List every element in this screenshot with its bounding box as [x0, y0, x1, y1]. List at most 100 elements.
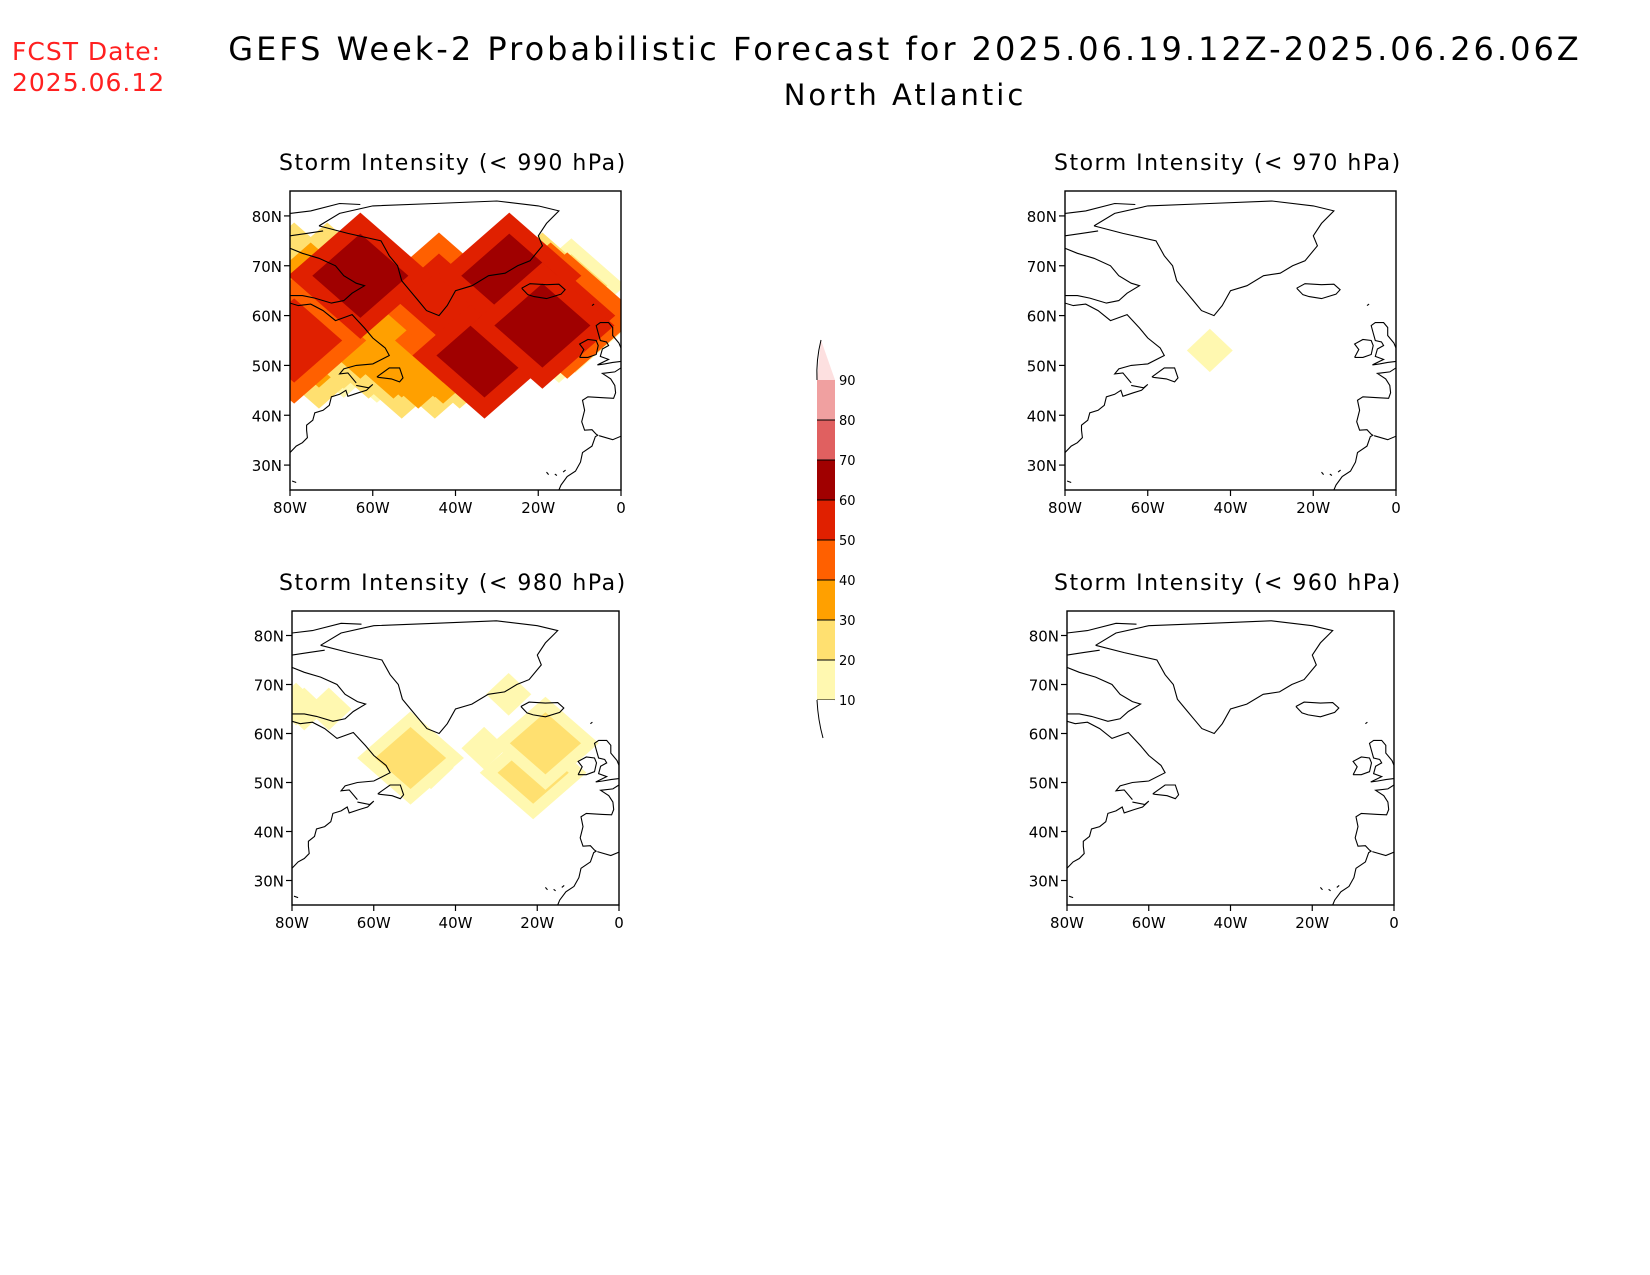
lon-tick-label: 20W — [521, 499, 555, 517]
lat-tick-label: 80N — [254, 628, 284, 646]
lon-tick-label: 60W — [1131, 499, 1165, 517]
colorbar-label: 90 — [839, 374, 856, 389]
coastline — [318, 200, 560, 317]
coastline — [1065, 230, 1099, 237]
colorbar-segment — [817, 580, 835, 620]
map-panel-p970: 80W 60W 40W 20W 0 30N 40N 50N 60N 70N 80N — [1027, 190, 1401, 517]
colorbar-top-triangle — [817, 340, 835, 380]
coastline — [554, 473, 558, 476]
coastline — [1328, 888, 1331, 892]
coastline — [1372, 851, 1394, 857]
coastline — [1373, 435, 1396, 441]
coastline — [1065, 383, 1149, 453]
colorbar-bottom-triangle — [817, 700, 835, 738]
map-panel-p980: 80W 60W 40W 20W 0 30N 40N 50N 60N 70N 80N — [254, 610, 624, 932]
lon-tick-label: 80W — [1050, 914, 1084, 932]
panel-title-970: Storm Intensity (< 970 hPa) — [1054, 151, 1402, 176]
coastline — [293, 895, 299, 899]
coastline — [1066, 480, 1072, 484]
colorbar-top-edge — [816, 339, 822, 381]
coastline — [1095, 620, 1334, 735]
coastline — [1151, 367, 1179, 383]
lat-tick-label: 70N — [252, 258, 282, 276]
colorbar-label: 30 — [839, 614, 856, 629]
lat-tick-label: 60N — [1029, 726, 1059, 744]
coastline — [1333, 367, 1396, 490]
coastline — [292, 666, 367, 722]
colorbar-segment — [817, 460, 835, 500]
coastline — [292, 622, 362, 634]
lat-tick-label: 70N — [254, 677, 284, 695]
probability-cell — [290, 298, 343, 383]
coastline — [1067, 649, 1100, 656]
lat-tick-label: 60N — [1027, 308, 1057, 326]
lon-tick-label: 60W — [1132, 914, 1166, 932]
region-title-wrap: North Atlantic — [0, 78, 1650, 112]
lat-tick-label: 40N — [1029, 824, 1059, 842]
lon-tick-label: 20W — [1296, 499, 1330, 517]
coastline — [1370, 322, 1396, 366]
coastline — [590, 721, 593, 725]
coastline — [292, 720, 391, 800]
map-content — [1067, 620, 1394, 905]
probability-cell — [461, 726, 507, 770]
lon-tick-label: 0 — [616, 499, 626, 517]
probability-cell — [509, 712, 582, 775]
coastline — [1352, 756, 1373, 776]
map-frame — [1066, 610, 1395, 906]
coastline — [376, 367, 404, 383]
coastline — [290, 302, 391, 384]
coastline — [577, 756, 598, 776]
lon-tick-label: 40W — [1214, 499, 1248, 517]
lat-tick-label: 80N — [252, 208, 282, 226]
colorbar-label: 50 — [839, 534, 856, 549]
coastline — [593, 739, 619, 783]
coastline — [1319, 887, 1323, 891]
coastline — [1065, 202, 1136, 214]
colorbar-label: 10 — [839, 694, 856, 709]
colorbar-segment — [817, 660, 835, 700]
coastline — [521, 283, 566, 300]
probability-cell — [374, 726, 447, 790]
coastline — [290, 247, 366, 304]
lon-tick-label: 0 — [1391, 499, 1401, 517]
lat-tick-label: 70N — [1027, 258, 1057, 276]
coastline — [1068, 895, 1074, 899]
lat-tick-label: 50N — [1027, 357, 1057, 375]
coastline — [1065, 247, 1141, 304]
probability-cell — [461, 233, 558, 318]
lat-tick-label: 80N — [1027, 208, 1057, 226]
panel-title-990: Storm Intensity (< 990 hPa) — [279, 151, 627, 176]
main-title: GEFS Week-2 Probabilistic Forecast for 2… — [228, 30, 1582, 68]
probability-cell — [494, 283, 591, 368]
lon-tick-label: 40W — [439, 914, 473, 932]
lat-tick-label: 30N — [1027, 457, 1057, 475]
lat-tick-label: 50N — [254, 775, 284, 793]
coastline — [562, 469, 566, 473]
fcst-date-value: 2025.06.12 — [12, 68, 166, 97]
map-panel-p990: 80W 60W 40W 20W 0 30N 40N 50N 60N 70N 80N — [252, 190, 626, 517]
coastline — [1329, 473, 1333, 476]
coastline — [1336, 884, 1340, 888]
lat-tick-label: 30N — [252, 457, 282, 475]
coastline — [292, 800, 375, 869]
colorbar-label: 70 — [839, 454, 856, 469]
panel-title-960: Storm Intensity (< 960 hPa) — [1054, 571, 1402, 596]
lon-tick-label: 60W — [356, 499, 390, 517]
coastline — [1093, 200, 1335, 317]
colorbar-label: 80 — [839, 414, 856, 429]
coastline — [557, 784, 619, 905]
lat-tick-label: 40N — [1027, 407, 1057, 425]
coastline — [1296, 283, 1341, 300]
coastline — [292, 649, 325, 656]
lon-tick-label: 80W — [1048, 499, 1082, 517]
coastline — [1337, 469, 1341, 473]
colorbar-segment — [817, 500, 835, 540]
lon-tick-label: 80W — [273, 499, 307, 517]
lon-tick-label: 0 — [614, 914, 624, 932]
lat-tick-label: 40N — [252, 407, 282, 425]
colorbar-segment — [817, 420, 835, 460]
colorbar-segment — [817, 540, 835, 580]
colorbar-segment — [817, 380, 835, 420]
